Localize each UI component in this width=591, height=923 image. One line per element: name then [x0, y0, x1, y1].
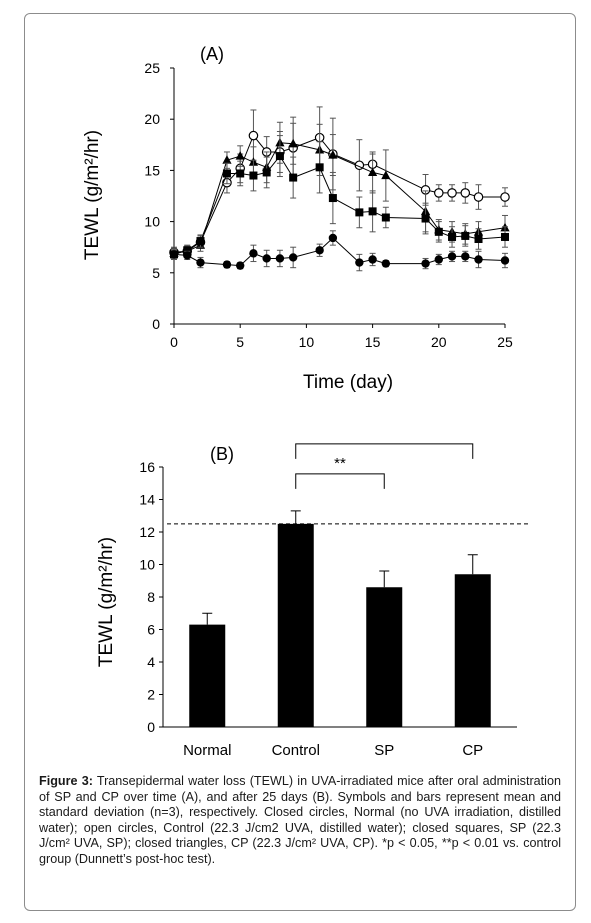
chart-a-panel-label: (A): [200, 44, 224, 64]
data-point: [500, 192, 510, 202]
data-point: [249, 171, 258, 180]
data-point: [222, 155, 232, 164]
data-point: [461, 252, 470, 261]
bar-control: [277, 523, 314, 727]
caption-text: Transepidermal water loss (TEWL) in UVA-…: [39, 774, 561, 866]
series-closed-square: [170, 135, 509, 260]
significance-label: *: [381, 440, 387, 442]
data-point: [262, 254, 271, 263]
data-point: [500, 256, 510, 265]
significance-label: **: [334, 455, 346, 472]
data-point: [315, 246, 324, 255]
data-point: [355, 258, 364, 267]
significance-bracket: [295, 473, 385, 489]
data-point: [381, 170, 391, 180]
chart-a-x-tick-label: 20: [431, 334, 447, 350]
chart-a-x-tick-label: 0: [170, 334, 178, 350]
chart-b-y-tick-label: 6: [147, 622, 155, 638]
chart-a-x-tick-label: 5: [236, 334, 244, 350]
data-point: [501, 232, 509, 241]
data-point: [447, 252, 457, 261]
data-point: [289, 173, 298, 182]
data-point: [235, 151, 245, 160]
chart-b-y-tick-label: 16: [139, 459, 155, 475]
data-point: [236, 261, 245, 270]
data-point: [460, 188, 471, 198]
data-point: [169, 250, 179, 259]
data-point: [447, 188, 457, 198]
chart-b-ylabel: TEWL (g/m²/hr): [96, 537, 117, 667]
data-point: [433, 188, 444, 198]
bar-normal: [189, 624, 226, 727]
chart-b-y-tick-label: 12: [139, 524, 155, 540]
data-point: [183, 246, 192, 255]
chart-a-y-tick-label: 25: [144, 60, 160, 76]
data-point: [381, 259, 391, 268]
data-point: [448, 232, 457, 241]
bar-sp: [366, 587, 403, 727]
data-point: [236, 169, 245, 178]
chart-a-y-tick-label: 20: [144, 111, 160, 127]
data-point: [275, 254, 285, 263]
data-point: [328, 150, 338, 159]
data-point: [461, 231, 470, 240]
data-point: [368, 255, 377, 264]
chart-a-x-tick-label: 25: [497, 334, 513, 350]
data-point: [183, 251, 192, 260]
series-line-closed-circle: [173, 237, 506, 267]
data-point: [196, 237, 205, 246]
data-point: [275, 152, 284, 161]
data-point: [196, 258, 205, 267]
chart-b-y-tick-label: 4: [147, 654, 155, 670]
series-open-circle: [169, 106, 510, 258]
data-point: [288, 138, 298, 148]
data-point: [368, 167, 378, 177]
series-closed-circle: [169, 230, 510, 272]
category-label: Normal: [183, 742, 231, 759]
data-point: [262, 168, 271, 177]
chart-a-y-tick-label: 5: [152, 265, 160, 281]
chart-a-y-tick-label: 15: [144, 162, 160, 178]
chart-a: (A) TEWL (g/m²/hr) Time (day) 0 5 10 15 20 25…: [82, 44, 513, 393]
data-point: [368, 207, 377, 216]
chart-b-panel-label: (B): [210, 444, 234, 464]
chart-b-y-tick-label: 2: [147, 687, 155, 703]
data-point: [473, 192, 484, 202]
data-point: [434, 255, 443, 264]
category-label: CP: [462, 742, 483, 759]
data-point: [434, 227, 443, 236]
significance-bracket: [295, 443, 474, 459]
chart-a-x-tick-label: 10: [299, 334, 315, 350]
figure-caption: Figure 3: Transepidermal water loss (TEW…: [39, 774, 561, 868]
caption-label: Figure 3:: [39, 774, 93, 788]
data-point: [474, 255, 483, 264]
figure-frame: [24, 13, 576, 911]
chart-b-y-tick-label: 0: [147, 719, 155, 735]
data-point: [355, 208, 364, 217]
data-point: [474, 235, 483, 244]
chart-b-y-tick-label: 8: [147, 589, 155, 605]
chart-b-y-tick-label: 14: [139, 492, 155, 508]
chart-a-xlabel: Time (day): [303, 372, 393, 393]
category-label: Control: [272, 742, 320, 759]
category-label: SP: [374, 742, 394, 759]
bar-cp: [454, 574, 491, 727]
chart-a-x-tick-label: 15: [365, 334, 381, 350]
chart-a-y-tick-label: 0: [152, 316, 160, 332]
data-point: [421, 259, 430, 268]
data-point: [421, 214, 430, 223]
data-point: [249, 249, 258, 258]
data-point: [222, 169, 231, 178]
chart-a-y-tick-label: 10: [144, 214, 160, 230]
data-point: [328, 233, 338, 243]
data-point: [288, 253, 298, 262]
data-point: [248, 130, 259, 141]
chart-a-ylabel: TEWL (g/m²/hr): [82, 130, 103, 260]
data-point: [315, 163, 324, 172]
chart-b: (B) TEWL (g/m²/hr) 0 2 4 6 8 10 12 14 16 Normal Co…: [96, 440, 529, 759]
chart-b-y-tick-label: 10: [139, 557, 155, 573]
data-point: [381, 213, 390, 222]
data-point: [328, 194, 337, 203]
data-point: [222, 260, 232, 269]
